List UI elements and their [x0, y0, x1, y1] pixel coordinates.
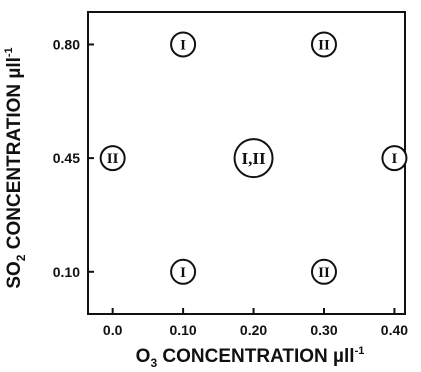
y-axis-label-prefix: SO — [4, 261, 25, 288]
y-axis-label-superscript: -1 — [3, 47, 15, 57]
point-marker — [99, 145, 126, 172]
x-axis-label-main: CONCENTRATION — [157, 346, 333, 367]
y-tick-label: 0.80 — [53, 36, 80, 52]
point-marker — [170, 258, 197, 285]
data-point: I — [381, 145, 408, 172]
data-point: II — [310, 31, 337, 58]
y-tick-label: 0.10 — [53, 264, 80, 280]
point-label: II — [318, 265, 330, 281]
y-axis-label-subscript: 2 — [14, 254, 28, 261]
point-label: I — [180, 37, 186, 53]
data-point: II — [99, 145, 126, 172]
point-marker — [310, 31, 337, 58]
data-point: I — [170, 31, 197, 58]
point-marker — [310, 258, 337, 285]
point-label: I — [392, 151, 398, 167]
point-marker — [381, 145, 408, 172]
x-axis-label-superscript: -1 — [355, 345, 365, 357]
y-axis-label-unit: µll — [4, 57, 25, 79]
point-label: I,II — [241, 149, 265, 168]
x-tick-label: 0.40 — [381, 322, 408, 338]
data-point: I — [170, 258, 197, 285]
point-label: I — [180, 265, 186, 281]
x-axis-label-unit: µll — [333, 346, 355, 367]
x-axis-label-subscript: 3 — [150, 356, 157, 370]
point-label: II — [107, 151, 119, 167]
point-label: II — [318, 37, 330, 53]
x-axis-label: O3 CONCENTRATION µll-1 — [136, 345, 365, 370]
data-point: II — [310, 258, 337, 285]
y-axis-label: SO2 CONCENTRATION µll-1 — [3, 47, 28, 288]
x-tick-label: 0.0 — [103, 322, 123, 338]
y-tick-label: 0.45 — [53, 150, 80, 166]
x-axis-label-prefix: O — [136, 346, 151, 367]
data-point: I,II — [233, 138, 274, 179]
x-tick-label: 0.10 — [169, 322, 196, 338]
point-marker — [170, 31, 197, 58]
point-marker — [233, 138, 274, 179]
x-tick-label: 0.30 — [310, 322, 337, 338]
y-axis-label-main: CONCENTRATION — [4, 79, 25, 255]
x-tick-label: 0.20 — [240, 322, 267, 338]
tick-marks: 0.0 0.10 0.20 0.30 0.40 0.10 0.45 0.80 — [53, 36, 409, 338]
